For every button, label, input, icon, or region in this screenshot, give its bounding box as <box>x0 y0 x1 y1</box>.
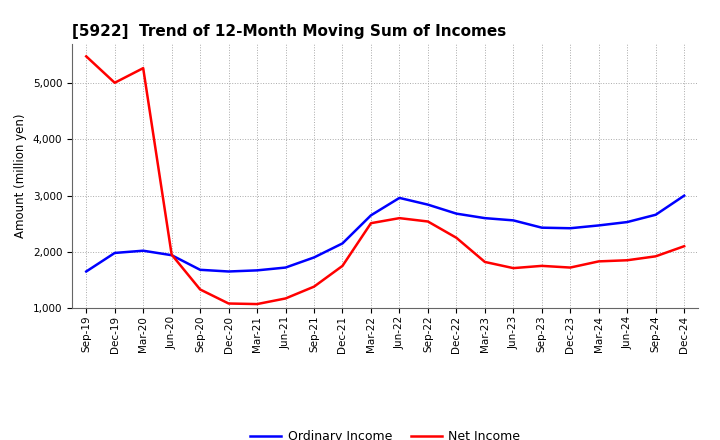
Net Income <box>480 259 489 264</box>
Text: [5922]  Trend of 12-Month Moving Sum of Incomes: [5922] Trend of 12-Month Moving Sum of I… <box>72 24 506 39</box>
Legend: Ordinary Income, Net Income: Ordinary Income, Net Income <box>245 425 526 440</box>
Net Income <box>282 296 290 301</box>
Line: Net Income: Net Income <box>86 56 684 304</box>
Ordinary Income <box>423 202 432 207</box>
Line: Ordinary Income: Ordinary Income <box>86 196 684 271</box>
Net Income <box>652 254 660 259</box>
Net Income <box>452 235 461 240</box>
Ordinary Income <box>395 195 404 201</box>
Net Income <box>595 259 603 264</box>
Net Income <box>139 66 148 71</box>
Net Income <box>110 80 119 85</box>
Ordinary Income <box>652 212 660 217</box>
Net Income <box>509 265 518 271</box>
Ordinary Income <box>310 255 318 260</box>
Ordinary Income <box>623 220 631 225</box>
Ordinary Income <box>110 250 119 256</box>
Ordinary Income <box>196 267 204 272</box>
Ordinary Income <box>480 216 489 221</box>
Ordinary Income <box>452 211 461 216</box>
Ordinary Income <box>566 226 575 231</box>
Ordinary Income <box>167 253 176 258</box>
Net Income <box>366 220 375 226</box>
Net Income <box>253 301 261 307</box>
Net Income <box>623 257 631 263</box>
Ordinary Income <box>537 225 546 230</box>
Ordinary Income <box>366 213 375 218</box>
Ordinary Income <box>680 193 688 198</box>
Ordinary Income <box>282 265 290 270</box>
Net Income <box>310 284 318 289</box>
Net Income <box>680 244 688 249</box>
Net Income <box>423 219 432 224</box>
Ordinary Income <box>82 269 91 274</box>
Net Income <box>196 287 204 292</box>
Net Income <box>537 263 546 268</box>
Net Income <box>395 216 404 221</box>
Net Income <box>82 54 91 59</box>
Ordinary Income <box>139 248 148 253</box>
Ordinary Income <box>253 268 261 273</box>
Y-axis label: Amount (million yen): Amount (million yen) <box>14 114 27 238</box>
Ordinary Income <box>225 269 233 274</box>
Net Income <box>566 265 575 270</box>
Ordinary Income <box>595 223 603 228</box>
Ordinary Income <box>509 218 518 223</box>
Net Income <box>225 301 233 306</box>
Ordinary Income <box>338 241 347 246</box>
Net Income <box>338 263 347 268</box>
Net Income <box>167 252 176 257</box>
